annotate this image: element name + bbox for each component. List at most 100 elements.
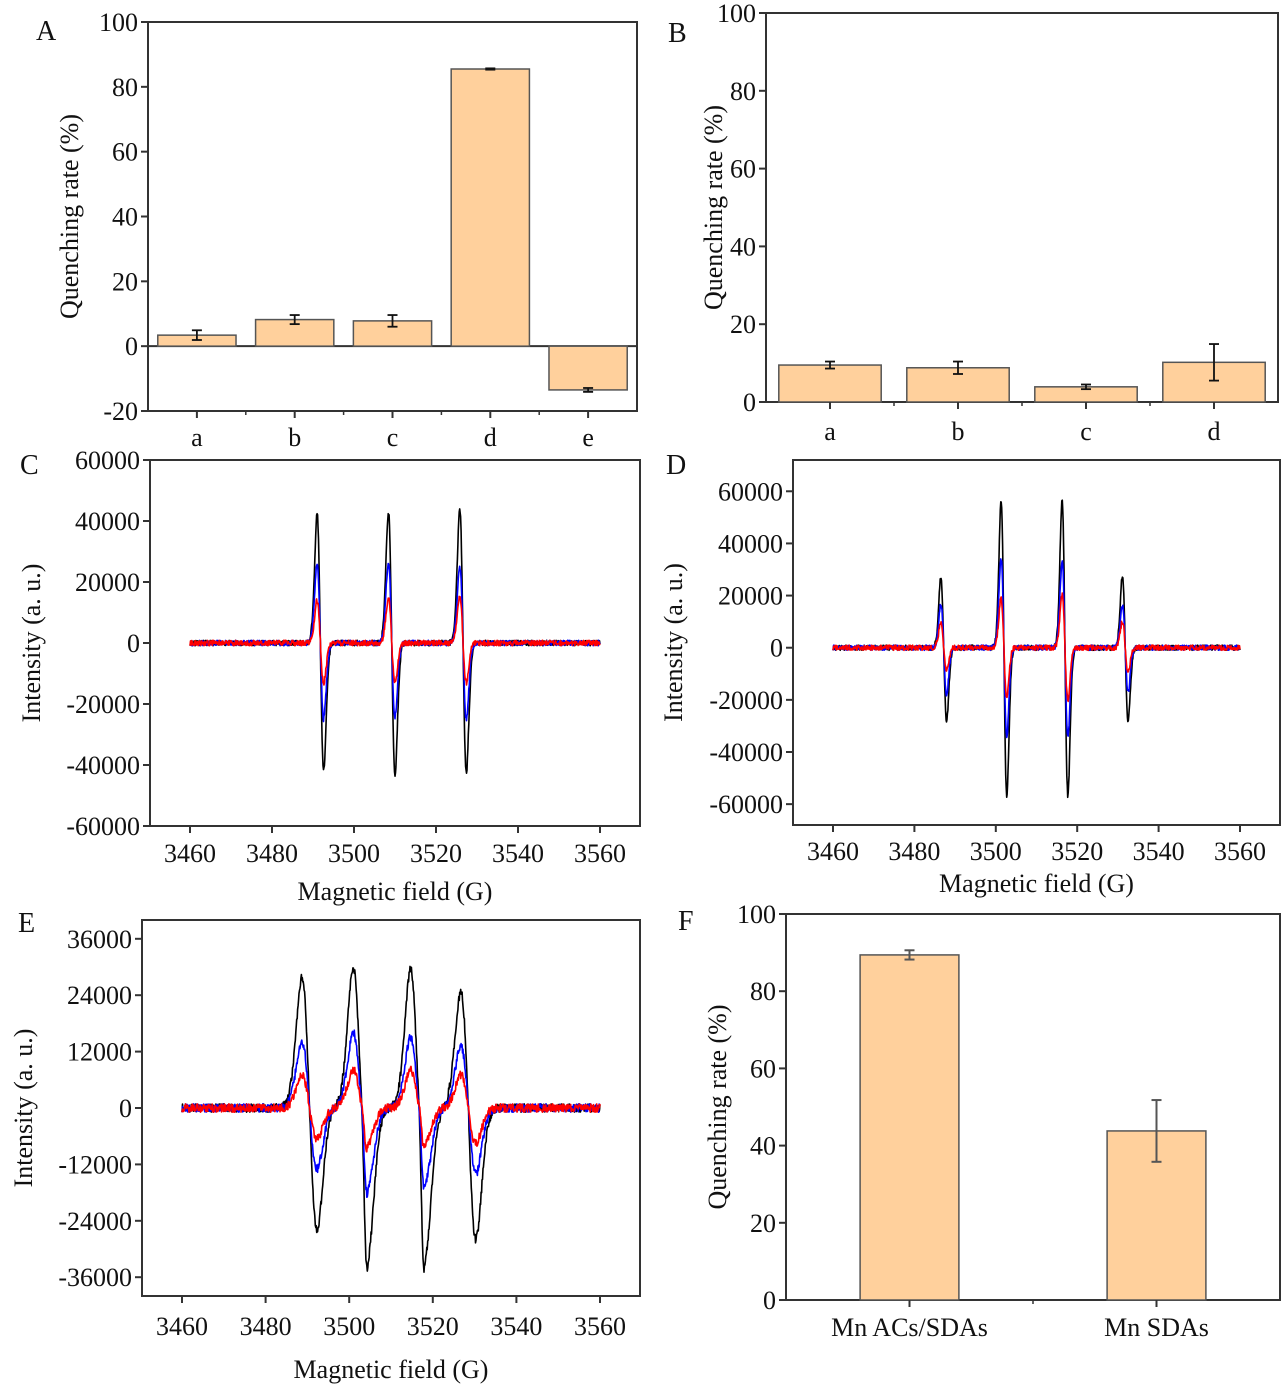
x-tick-label: 3540 bbox=[490, 1312, 542, 1341]
y-tick-label: 100 bbox=[99, 8, 138, 37]
x-tick-label: a bbox=[191, 423, 203, 452]
y-tick-label: 40000 bbox=[718, 529, 783, 558]
y-tick-label: 0 bbox=[770, 634, 783, 663]
x-tick-label: e bbox=[582, 423, 594, 452]
x-tick-label: 3460 bbox=[164, 839, 216, 868]
panel-label: D bbox=[666, 450, 686, 481]
x-tick-label: 3460 bbox=[807, 837, 859, 866]
plot-frame bbox=[792, 459, 1281, 826]
bar-a bbox=[778, 364, 882, 403]
y-tick-label: 80 bbox=[750, 977, 776, 1006]
x-tick-label: 3520 bbox=[410, 839, 462, 868]
y-tick-label: -40000 bbox=[709, 738, 783, 767]
panel-label: F bbox=[678, 906, 694, 937]
y-tick-label: -20000 bbox=[66, 690, 140, 719]
y-tick-label: 20000 bbox=[718, 582, 783, 611]
x-tick-label: Mn SDAs bbox=[1104, 1313, 1209, 1342]
x-tick-label: 3540 bbox=[1133, 837, 1185, 866]
y-tick-label: 20000 bbox=[75, 568, 140, 597]
y-tick-label: 60 bbox=[112, 138, 138, 167]
x-tick-label: 3560 bbox=[1214, 837, 1266, 866]
x-tick-label: b bbox=[288, 423, 301, 452]
y-tick-label: 60 bbox=[750, 1054, 776, 1083]
y-tick-label: 80 bbox=[112, 73, 138, 102]
x-tick-label: 3480 bbox=[246, 839, 298, 868]
x-tick-label: 3540 bbox=[492, 839, 544, 868]
x-tick-label: 3500 bbox=[328, 839, 380, 868]
y-tick-label: 0 bbox=[743, 388, 756, 417]
y-tick-label: 40000 bbox=[75, 507, 140, 536]
x-tick-label: c bbox=[387, 423, 399, 452]
y-tick-label: 40 bbox=[730, 232, 756, 261]
y-tick-label: 60000 bbox=[718, 477, 783, 506]
x-axis-title: Magnetic field (G) bbox=[294, 1355, 489, 1384]
x-tick-label: 3560 bbox=[574, 839, 626, 868]
y-tick-label: -20 bbox=[103, 397, 138, 426]
x-tick-label: 3500 bbox=[323, 1312, 375, 1341]
y-axis-title: Intensity (a. u.) bbox=[659, 563, 688, 722]
x-tick-label: 3520 bbox=[407, 1312, 459, 1341]
x-tick-label: 3500 bbox=[970, 837, 1022, 866]
panel-label: B bbox=[668, 18, 687, 49]
y-tick-label: 40 bbox=[750, 1132, 776, 1161]
x-tick-label: 3520 bbox=[1051, 837, 1103, 866]
y-tick-label: 12000 bbox=[67, 1038, 132, 1067]
bar-e bbox=[548, 345, 628, 391]
series-red bbox=[189, 595, 601, 686]
plot-frame bbox=[765, 12, 1279, 403]
y-axis-title: Quenching rate (%) bbox=[703, 1004, 732, 1209]
y-tick-label: 100 bbox=[737, 900, 776, 929]
y-tick-label: 20 bbox=[730, 310, 756, 339]
series-black bbox=[181, 965, 601, 1273]
x-tick-label: d bbox=[1208, 417, 1221, 446]
x-tick-label: 3480 bbox=[888, 837, 940, 866]
y-tick-label: 0 bbox=[127, 629, 140, 658]
panel-b: B 0 20 40 60 80 100 a b c d Quenching rate (%) bbox=[668, 0, 1279, 446]
y-tick-label: 100 bbox=[717, 0, 756, 28]
y-tick-label: -60000 bbox=[66, 812, 140, 841]
panel-f: F 0 20 40 60 80 100 Mn ACs/SDAs Mn SDAs Quenching… bbox=[678, 900, 1281, 1342]
y-tick-label: 0 bbox=[125, 332, 138, 361]
x-tick-label: 3460 bbox=[156, 1312, 208, 1341]
panel-c: C -60000 -40000 -20000 0 20000 40000 60000 3460 3… bbox=[17, 446, 641, 906]
series-red bbox=[832, 592, 1241, 703]
panel-label: E bbox=[18, 908, 35, 939]
x-tick-label: a bbox=[824, 417, 836, 446]
y-tick-label: 60000 bbox=[75, 446, 140, 475]
y-tick-label: 0 bbox=[763, 1286, 776, 1315]
x-tick-label: 3560 bbox=[574, 1312, 626, 1341]
x-tick-label: c bbox=[1080, 417, 1092, 446]
panel-e: E -36000 -24000 -12000 0 12000 24000 36000 3460 3… bbox=[9, 908, 641, 1384]
bar-mn-acs-sdas bbox=[859, 954, 960, 1301]
y-tick-label: 40 bbox=[112, 203, 138, 232]
y-tick-label: -20000 bbox=[709, 686, 783, 715]
panel-a: A -20 0 20 40 60 80 100 a b c d e Quenching rate (%) bbox=[36, 8, 638, 452]
series-red bbox=[181, 1065, 601, 1153]
y-axis-title: Intensity (a. u.) bbox=[9, 1029, 38, 1188]
x-tick-label: 3480 bbox=[240, 1312, 292, 1341]
y-axis-title: Quenching rate (%) bbox=[55, 114, 84, 319]
y-tick-label: 80 bbox=[730, 77, 756, 106]
y-tick-label: 24000 bbox=[67, 981, 132, 1010]
x-tick-label: Mn ACs/SDAs bbox=[831, 1313, 988, 1342]
bar-d bbox=[450, 68, 531, 347]
y-tick-label: 60 bbox=[730, 155, 756, 184]
series-blue bbox=[181, 1029, 601, 1198]
y-tick-label: 0 bbox=[119, 1094, 132, 1123]
y-tick-label: -40000 bbox=[66, 751, 140, 780]
y-tick-label: -36000 bbox=[58, 1263, 132, 1292]
y-tick-label: 36000 bbox=[67, 925, 132, 954]
y-tick-label: -60000 bbox=[709, 790, 783, 819]
x-axis-title: Magnetic field (G) bbox=[298, 877, 493, 906]
y-tick-label: -12000 bbox=[58, 1150, 132, 1179]
y-tick-label: 20 bbox=[750, 1209, 776, 1238]
x-axis-title: Magnetic field (G) bbox=[939, 869, 1134, 898]
x-tick-label: d bbox=[484, 423, 497, 452]
y-axis-title: Quenching rate (%) bbox=[699, 105, 728, 310]
y-axis-title: Intensity (a. u.) bbox=[17, 564, 46, 723]
panel-label: A bbox=[36, 16, 57, 47]
panel-label: C bbox=[20, 450, 39, 481]
y-tick-label: -24000 bbox=[58, 1207, 132, 1236]
y-tick-label: 20 bbox=[112, 267, 138, 296]
